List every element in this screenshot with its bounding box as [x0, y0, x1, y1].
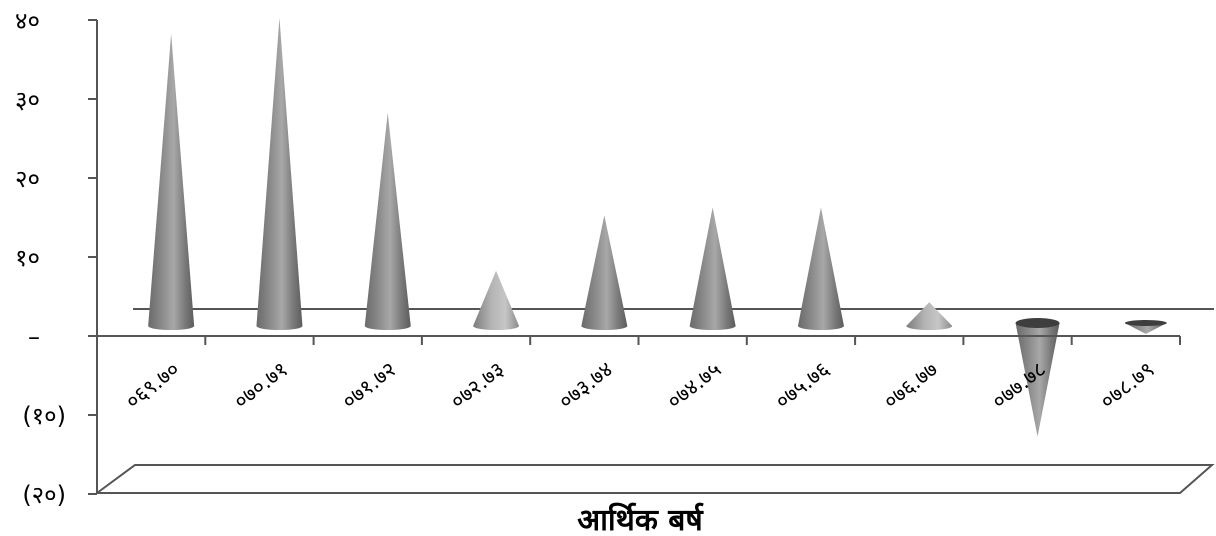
cone-cap: [1015, 318, 1060, 328]
cone-body: [797, 207, 844, 330]
cone-bar: [1124, 320, 1167, 334]
cone-body: [1015, 323, 1060, 437]
x-tick-label: ०७६.७७: [879, 357, 942, 414]
cone-body: [256, 17, 303, 331]
cone-bar: [364, 112, 411, 330]
y-tick-label: २०: [15, 165, 40, 193]
x-tick-label: ०७२.७३: [446, 357, 509, 414]
x-tick-label: ०७४.७५: [663, 357, 726, 414]
cone-bar: [473, 270, 520, 330]
y-tick-label: (१०): [22, 402, 66, 430]
cone-bar: [1015, 318, 1060, 437]
x-tick-label: ०७१.७२: [338, 357, 401, 414]
x-tick-label: ०७८.७९: [1096, 357, 1159, 414]
y-tick-layer: ४० ३० २० १० – (१०) (२०): [15, 7, 97, 509]
y-tick-label: –: [28, 323, 40, 351]
cone-bar: [581, 215, 628, 330]
y-tick-label: १०: [15, 244, 40, 272]
cone-body: [906, 302, 953, 330]
cone-body: [364, 112, 411, 330]
cone-layer: [148, 17, 1167, 437]
cone-bar: [797, 207, 844, 330]
y-tick-label: ३०: [15, 86, 40, 114]
cone-body: [148, 33, 195, 330]
cone-body: [473, 270, 520, 330]
cone-bar: [689, 207, 736, 330]
cone-body: [581, 215, 628, 330]
x-tick-label: ०७५.७६: [771, 357, 834, 414]
cone-bar: [906, 302, 953, 330]
x-tick-label: ०६९.७०: [121, 357, 184, 414]
cone-cap: [1124, 320, 1167, 326]
cone-bar: [148, 33, 195, 330]
cone-bar: [256, 17, 303, 331]
chart-floor: [93, 464, 1215, 494]
x-axis-title: आर्थिक बर्ष: [577, 502, 704, 536]
cone-body: [1124, 323, 1167, 334]
x-tick-label: ०७०.७१: [229, 357, 292, 414]
x-tick-label: ०७३.७४: [554, 357, 617, 414]
y-tick-label: (२०): [22, 481, 66, 509]
y-tick-label: ४०: [15, 7, 40, 35]
cone-body: [689, 207, 736, 330]
